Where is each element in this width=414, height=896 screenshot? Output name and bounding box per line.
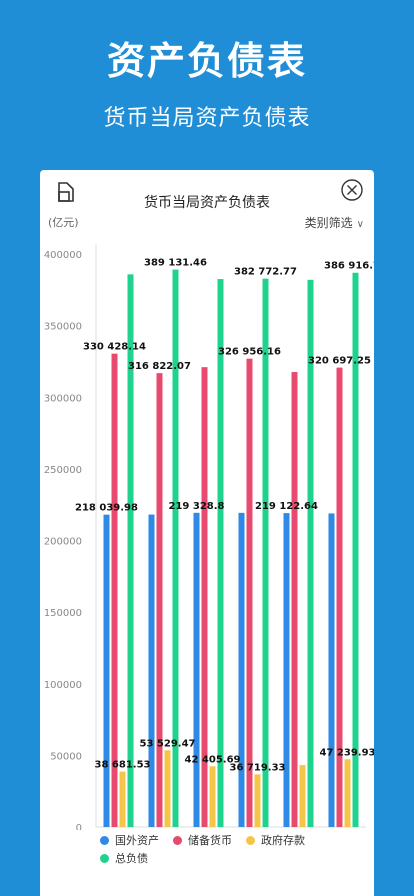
data-label: 219 122.64 bbox=[255, 501, 318, 512]
legend-item[interactable]: 国外资产 bbox=[100, 832, 159, 848]
legend-item[interactable]: 储备货币 bbox=[173, 832, 232, 848]
bar bbox=[336, 367, 343, 827]
chart-card: 货币当局资产负债表 (亿元) 类别筛选 ∨ 0 50000 100000 150000 2… bbox=[40, 170, 374, 896]
y-tick-label: 250000 bbox=[44, 465, 82, 476]
bar bbox=[352, 272, 359, 828]
data-label: 330 428.14 bbox=[83, 342, 146, 353]
legend-swatch bbox=[246, 836, 255, 845]
y-tick-label: 400000 bbox=[44, 250, 82, 261]
y-tick-label: 50000 bbox=[50, 751, 82, 762]
y-tick-label: 300000 bbox=[44, 393, 82, 404]
data-label: 382 772.77 bbox=[234, 267, 297, 278]
legend-label: 政府存款 bbox=[261, 834, 305, 847]
bar bbox=[307, 279, 314, 827]
data-label: 36 719.33 bbox=[230, 762, 286, 773]
bar bbox=[299, 765, 306, 827]
data-label: 219 328.8 bbox=[169, 501, 225, 512]
bar bbox=[254, 774, 261, 827]
y-tick-label: 350000 bbox=[44, 322, 82, 333]
bar bbox=[103, 514, 110, 827]
bar-chart: 0 50000 100000 150000 200000 250000 300000 3500… bbox=[44, 244, 375, 830]
bar bbox=[164, 750, 171, 827]
data-label: 42 405.69 bbox=[185, 754, 241, 765]
legend-label: 总负债 bbox=[115, 852, 148, 865]
y-tick-label: 200000 bbox=[44, 537, 82, 548]
bar bbox=[246, 358, 253, 827]
category-filter-label: 类别筛选 bbox=[304, 216, 353, 230]
export-icon[interactable] bbox=[54, 180, 78, 204]
bar bbox=[209, 766, 216, 827]
y-unit-label: (亿元) bbox=[48, 216, 79, 229]
bar bbox=[172, 269, 179, 827]
bar bbox=[291, 372, 298, 827]
legend-swatch bbox=[100, 854, 109, 863]
y-tick-label: 0 bbox=[76, 823, 82, 830]
bar bbox=[119, 771, 126, 827]
close-icon[interactable] bbox=[340, 178, 364, 202]
legend-swatch bbox=[173, 836, 182, 845]
data-label: 316 822.07 bbox=[128, 361, 191, 372]
legend-item[interactable]: 总负债 bbox=[100, 850, 148, 866]
data-label: 53 529.47 bbox=[140, 738, 196, 749]
bar bbox=[201, 367, 208, 827]
chevron-down-icon: ∨ bbox=[356, 219, 364, 230]
bar bbox=[148, 514, 155, 827]
legend-item[interactable]: 政府存款 bbox=[246, 832, 305, 848]
data-label: 218 039.98 bbox=[75, 503, 138, 514]
legend-label: 国外资产 bbox=[115, 834, 159, 847]
data-label: 320 697.25 bbox=[308, 356, 371, 367]
data-label: 47 239.93 bbox=[320, 747, 375, 758]
bar bbox=[217, 279, 224, 828]
data-label: 326 956.16 bbox=[218, 347, 281, 358]
page-subtitle: 货币当局资产负债表 bbox=[103, 106, 311, 131]
chart-title: 货币当局资产负债表 bbox=[144, 195, 270, 211]
data-label: 389 131.46 bbox=[144, 258, 207, 269]
bar bbox=[127, 274, 134, 827]
legend-label: 储备货币 bbox=[188, 834, 232, 847]
data-label: 38 681.53 bbox=[95, 760, 151, 771]
legend-swatch bbox=[100, 836, 109, 845]
y-tick-label: 150000 bbox=[44, 608, 82, 619]
page-title: 资产负债表 bbox=[106, 39, 307, 83]
bar bbox=[344, 759, 351, 827]
bar bbox=[238, 512, 245, 827]
data-label: 386 916.77 bbox=[324, 261, 374, 272]
bar bbox=[328, 513, 335, 827]
y-tick-label: 100000 bbox=[44, 680, 82, 691]
bar bbox=[262, 278, 269, 828]
bar bbox=[156, 373, 163, 827]
category-filter-button[interactable]: 类别筛选 ∨ bbox=[305, 214, 364, 231]
bar bbox=[283, 513, 290, 827]
chart-legend: 国外资产 储备货币 政府存款总负债 bbox=[100, 832, 360, 868]
bar bbox=[193, 512, 200, 827]
bar bbox=[111, 353, 118, 827]
